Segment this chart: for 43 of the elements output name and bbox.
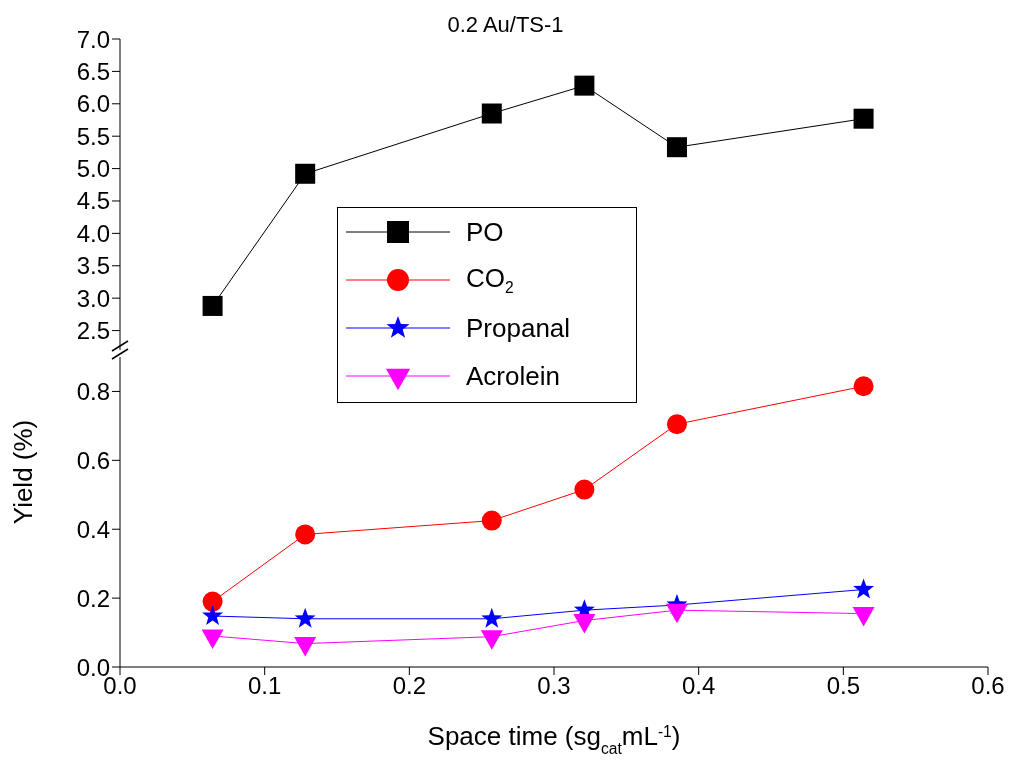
x-tick-label: 0.2 — [392, 672, 427, 700]
y-tick-label: 0.6 — [76, 446, 110, 474]
y-axis-title: Yield (%) — [8, 419, 38, 525]
y-tick-label: 0.8 — [76, 377, 110, 405]
point — [574, 479, 595, 500]
y-tick-label: 2.5 — [76, 317, 110, 345]
y-tick-label: 4.5 — [76, 187, 110, 215]
point — [666, 137, 687, 158]
y-tick-label: 5.0 — [76, 155, 110, 183]
point — [481, 510, 502, 531]
point — [294, 607, 316, 628]
y-tick-label: 0.2 — [76, 584, 110, 612]
point — [574, 75, 595, 96]
legend-label: Acrolein — [466, 360, 560, 391]
y-tick-label: 4.0 — [76, 219, 110, 247]
point — [666, 414, 687, 435]
legend-label: Propanal — [466, 312, 571, 343]
point — [481, 607, 503, 628]
point — [295, 524, 316, 545]
x-tick-label: 0.4 — [681, 672, 716, 700]
y-tick-label: 7.0 — [76, 25, 110, 53]
point — [481, 103, 502, 124]
chart-title: 0.2 Au/TS-1 — [447, 12, 564, 37]
point — [853, 108, 874, 129]
y-tick-label: 5.5 — [76, 122, 110, 150]
legend-label: PO — [466, 216, 504, 247]
point — [202, 591, 223, 612]
x-tick-label: 0.3 — [537, 672, 571, 700]
y-tick-label: 0.4 — [76, 515, 110, 543]
y-tick-label: 3.0 — [76, 284, 110, 312]
x-tick-label: 0.5 — [826, 672, 861, 700]
legend-label: CO$_{2}$ — [466, 262, 514, 297]
y-tick-label: 3.5 — [76, 252, 110, 280]
point — [295, 163, 316, 184]
x-tick-label: 0.6 — [971, 672, 1005, 700]
y-tick-label: 6.0 — [76, 90, 110, 118]
point — [202, 605, 224, 625]
x-tick-label: 0.1 — [247, 672, 282, 700]
x-axis-title: Space time (sg$_{cat}$mL$^{-1}$) — [427, 721, 681, 757]
y-tick-label: 6.5 — [76, 57, 110, 85]
point — [853, 578, 875, 599]
point — [202, 295, 223, 316]
point — [853, 376, 874, 397]
